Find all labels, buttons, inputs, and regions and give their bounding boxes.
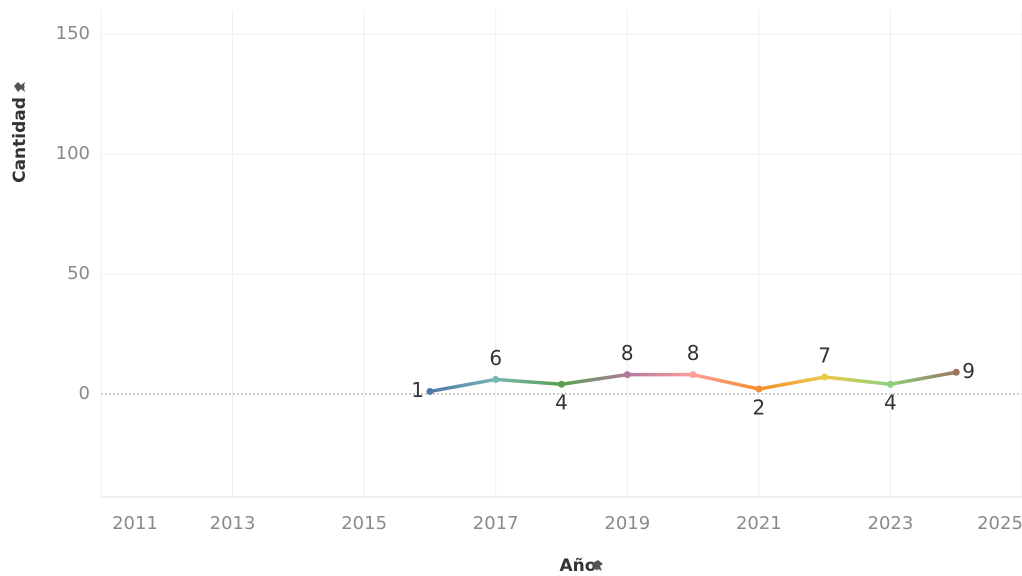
point: [689, 371, 697, 379]
x-tick-label: 2017: [473, 513, 519, 534]
x-axis-label: Año: [560, 556, 597, 576]
point: [558, 380, 565, 388]
point: [886, 380, 894, 388]
x-tick-label: 2015: [341, 513, 387, 534]
pin-icon: [14, 82, 25, 92]
line-segment: [428, 377, 498, 394]
y-axis-label: Cantidad: [10, 97, 30, 183]
x-tick-label: 2019: [604, 513, 650, 534]
y-tick-label: 100: [56, 143, 90, 164]
y-tick-label: 150: [56, 23, 90, 44]
pin-icon: [591, 560, 603, 571]
line-segment: [493, 377, 564, 386]
x-tick-label: 2021: [736, 513, 782, 534]
x-tick-label: 2025: [977, 513, 1022, 534]
x-tick-label: 2013: [210, 513, 256, 534]
line-segment: [691, 372, 761, 391]
line-segment: [888, 370, 958, 386]
line-segment: [757, 375, 827, 391]
data-label: 8: [687, 341, 700, 365]
x-tick-label: 2023: [868, 513, 914, 534]
data-label: 2: [752, 396, 765, 420]
data-label: 4: [555, 391, 568, 415]
point: [821, 373, 829, 381]
data-label: 8: [621, 341, 634, 365]
data-label: 7: [818, 344, 831, 368]
data-label: 4: [884, 391, 897, 415]
x-tick-label: 2011: [112, 513, 158, 534]
point: [492, 375, 500, 383]
line-segment: [822, 375, 893, 386]
point: [623, 371, 631, 379]
y-axis-title: Cantidad: [10, 82, 30, 183]
point: [426, 387, 434, 395]
data-label: 6: [489, 346, 502, 370]
point: [755, 385, 763, 393]
y-tick-label: 50: [67, 263, 90, 284]
data-label: 9: [962, 359, 975, 383]
line-segment: [559, 372, 630, 386]
y-tick-label: 0: [79, 383, 90, 404]
point: [952, 368, 960, 376]
data-label: 1: [411, 378, 424, 402]
